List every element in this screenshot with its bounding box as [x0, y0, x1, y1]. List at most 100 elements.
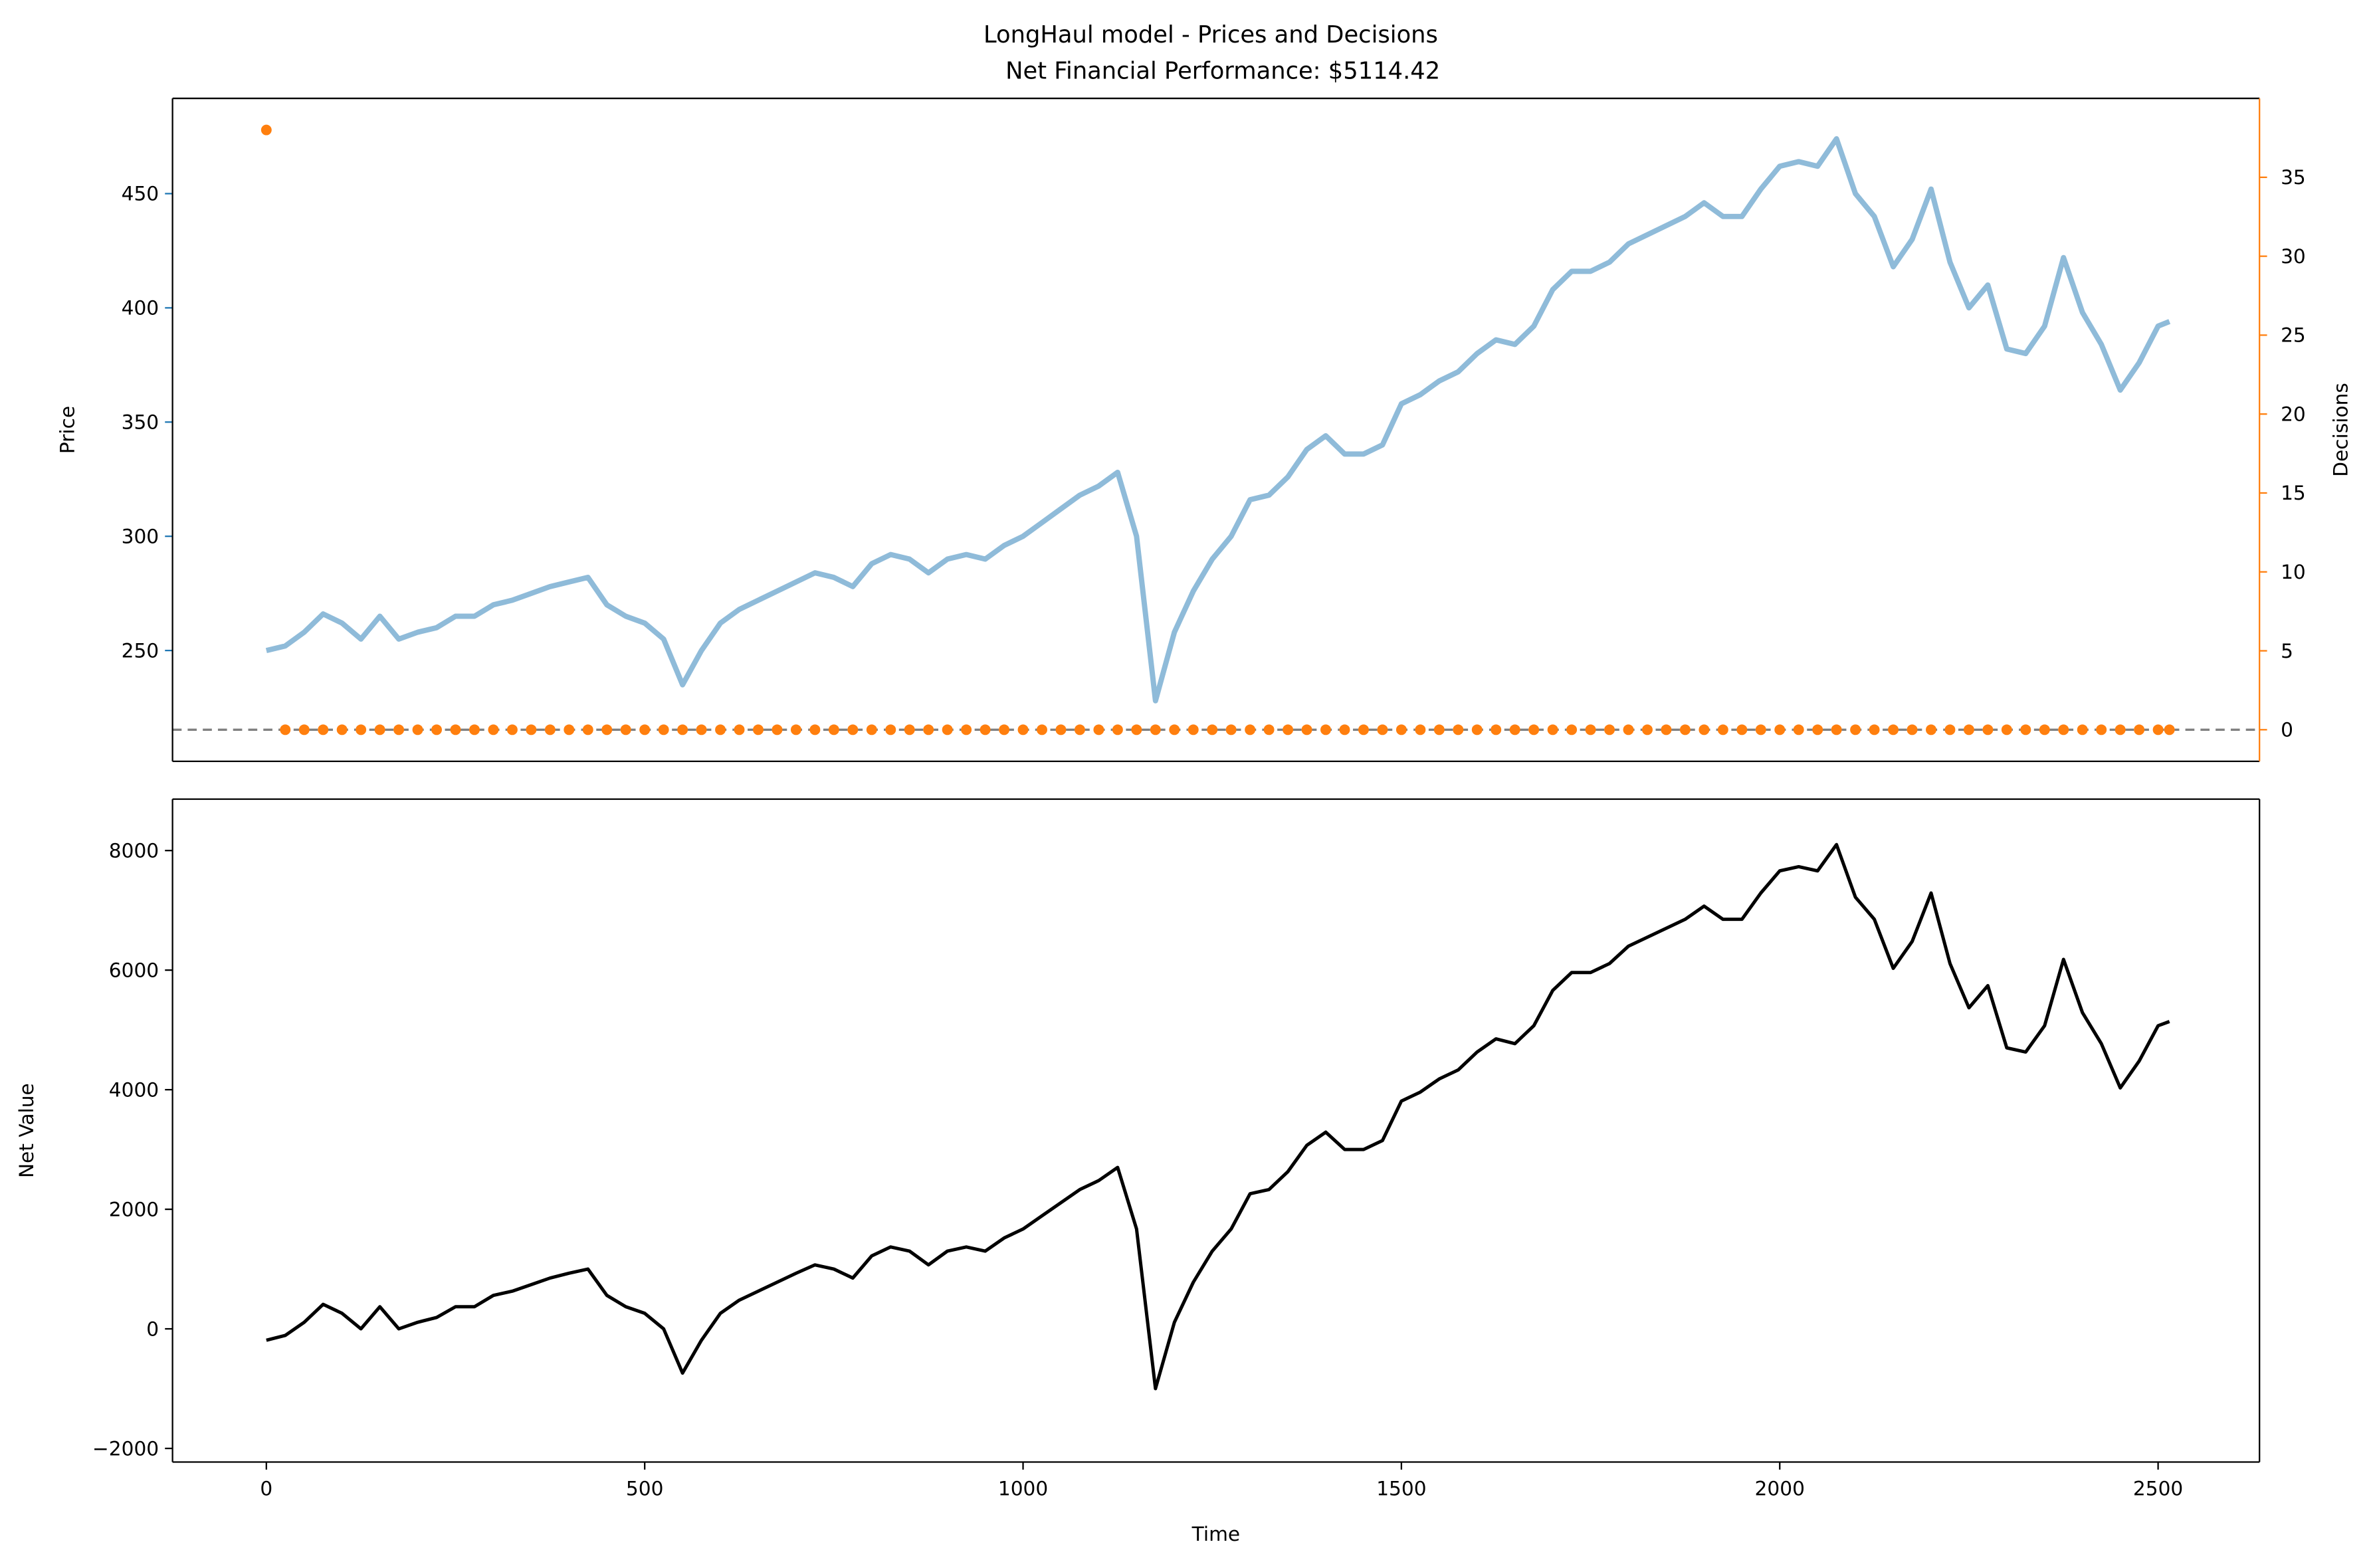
data-point	[1055, 724, 1067, 735]
data-point	[1283, 724, 1294, 735]
data-point	[1150, 724, 1161, 735]
data-point	[1604, 724, 1615, 735]
data-point	[1793, 724, 1804, 735]
y-tick-label: 6000	[109, 959, 159, 981]
y-tick-label: 8000	[109, 839, 159, 862]
data-point	[582, 724, 593, 735]
data-point	[2039, 724, 2050, 735]
y-tick-label: −2000	[92, 1437, 159, 1460]
data-point	[1433, 724, 1445, 735]
data-point	[2077, 724, 2088, 735]
x-axis-label: Time	[1191, 1523, 1240, 1545]
data-point	[1187, 724, 1199, 735]
y-tick-label: 300	[122, 525, 159, 547]
data-point	[1907, 724, 1918, 735]
data-point	[1869, 724, 1880, 735]
data-point	[1736, 724, 1748, 735]
data-point	[1377, 724, 1388, 735]
data-point	[1471, 724, 1483, 735]
data-point	[696, 724, 707, 735]
data-point	[923, 724, 934, 735]
data-point	[374, 724, 385, 735]
data-point	[2058, 724, 2069, 735]
data-point	[2020, 724, 2031, 735]
data-point	[544, 724, 556, 735]
data-point	[318, 724, 329, 735]
data-line	[265, 136, 2171, 704]
y-axis-label: Net Value	[15, 1083, 38, 1178]
data-point	[885, 724, 896, 735]
data-point	[1679, 724, 1691, 735]
data-point	[1225, 724, 1237, 735]
data-point	[942, 724, 953, 735]
data-point	[1263, 724, 1275, 735]
data-point	[1301, 724, 1312, 735]
data-point	[1926, 724, 1936, 735]
data-point	[1491, 724, 1502, 735]
data-point	[260, 124, 272, 136]
data-point	[1755, 724, 1766, 735]
y2-tick-label: 15	[2281, 482, 2306, 504]
data-point	[980, 724, 991, 735]
data-point	[620, 724, 631, 735]
data-point	[1642, 724, 1653, 735]
x-tick-label: 500	[626, 1478, 664, 1500]
data-point	[1623, 724, 1634, 735]
data-point	[2134, 724, 2145, 735]
data-point	[393, 724, 405, 735]
y2-tick-label: 5	[2281, 640, 2293, 662]
data-point	[280, 724, 291, 735]
data-point	[847, 724, 859, 735]
data-point	[1831, 724, 1842, 735]
data-point	[809, 724, 821, 735]
data-point	[2115, 724, 2126, 735]
data-point	[450, 724, 461, 735]
data-point	[639, 724, 651, 735]
data-point	[999, 724, 1010, 735]
data-point	[1395, 724, 1407, 735]
data-point	[1850, 724, 1861, 735]
data-point	[601, 724, 613, 735]
data-point	[298, 724, 310, 735]
y-tick-label: 250	[122, 639, 159, 662]
data-line	[266, 842, 2170, 1391]
data-point	[658, 724, 669, 735]
data-point	[1812, 724, 1823, 735]
data-point	[1112, 724, 1123, 735]
data-point	[961, 724, 972, 735]
data-point	[1207, 724, 1218, 735]
x-tick-label: 1000	[998, 1478, 1048, 1500]
data-point	[866, 724, 877, 735]
data-point	[715, 724, 726, 735]
y-tick-label: 450	[122, 183, 159, 205]
x-tick-label: 2000	[1755, 1478, 1805, 1500]
data-point	[356, 724, 367, 735]
y2-tick-label: 20	[2281, 403, 2306, 425]
data-point	[1245, 724, 1256, 735]
data-point	[1169, 724, 1180, 735]
x-tick-label: 2500	[2133, 1478, 2183, 1500]
data-point	[1774, 724, 1786, 735]
data-point	[753, 724, 764, 735]
y2-axis-label: Decisions	[2329, 383, 2352, 477]
data-point	[1661, 724, 1672, 735]
y2-tick-label: 0	[2281, 719, 2293, 741]
y2-tick-label: 30	[2281, 245, 2306, 268]
data-point	[2096, 724, 2107, 735]
data-point	[1017, 724, 1029, 735]
y-tick-label: 2000	[109, 1198, 159, 1221]
data-point	[1717, 724, 1728, 735]
data-point	[790, 724, 801, 735]
data-point	[1415, 724, 1426, 735]
data-point	[1888, 724, 1899, 735]
y-tick-label: 0	[146, 1318, 159, 1340]
data-point	[1547, 724, 1558, 735]
x-tick-label: 0	[260, 1478, 272, 1500]
x-tick-label: 1500	[1376, 1478, 1426, 1500]
data-point	[1320, 724, 1331, 735]
y-tick-label: 4000	[109, 1078, 159, 1101]
data-point	[1528, 724, 1540, 735]
data-point	[828, 724, 839, 735]
